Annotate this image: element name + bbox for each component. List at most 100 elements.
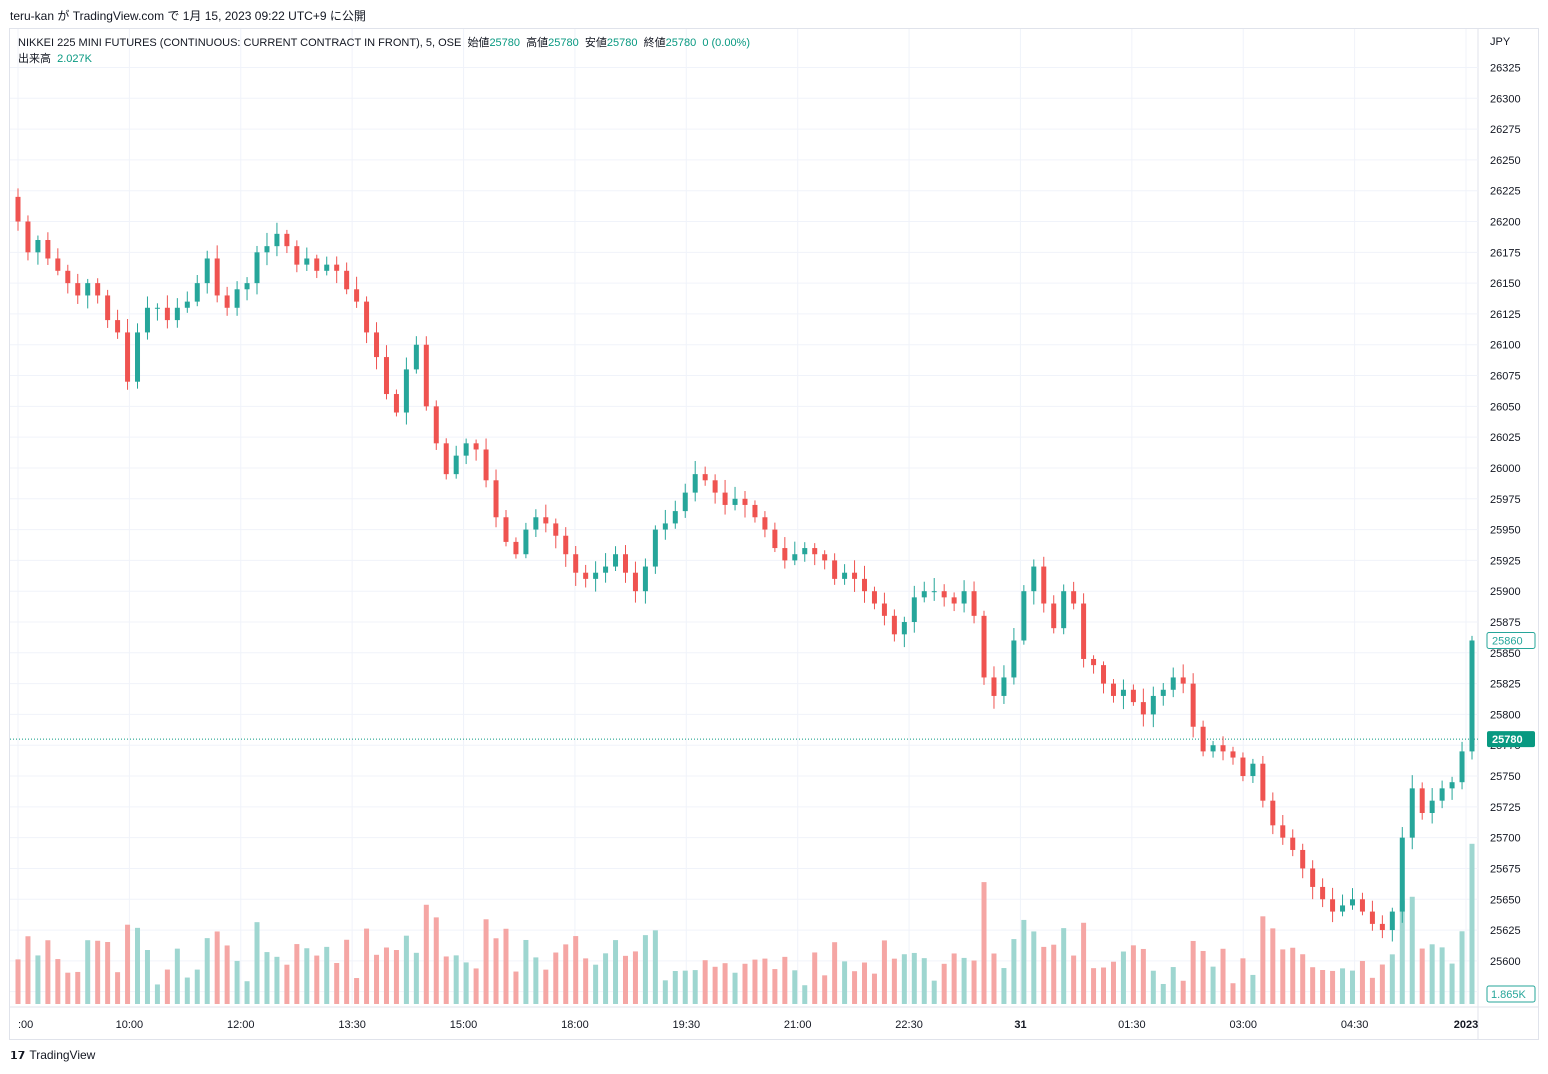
volume-bar [1250,974,1256,1004]
price-tick-label: 26275 [1490,124,1521,136]
volume-bar [65,972,71,1004]
candle-body [881,603,887,616]
candle-body [1310,868,1316,887]
footer-brand[interactable]: 𝟭𝟳 TradingView [10,1048,95,1062]
volume-bar [672,970,678,1004]
volume-bar [583,958,589,1004]
candle-body [1001,677,1007,696]
candle-body [613,554,619,567]
volume-bar [762,958,768,1004]
time-tick-label: 10:00 [116,1019,144,1031]
candle-body [254,252,260,284]
candle-body [593,572,599,579]
volume-bar [732,972,738,1004]
volume-bar [443,956,449,1004]
volume-bar [314,955,320,1004]
volume-bar [1160,983,1166,1004]
time-axis: :00 10:00 12:00 13:30 15:00 18:00 19:30 21:00 22… [18,1019,1478,1031]
high-value: 25780 [548,37,579,49]
candle-body [891,615,897,635]
volume-bar [1081,922,1087,1004]
volume-bar [891,958,897,1004]
candle-body [1011,640,1017,678]
volume-bar [832,942,838,1004]
price-tick-label: 26250 [1490,155,1521,167]
candle-body [792,554,798,561]
publication-header: teru-kan が TradingView.com で 1月 15, 2023… [0,0,1548,28]
candle-body [25,221,31,253]
candle-body [503,517,509,542]
candles [15,188,1475,942]
candle-body [35,240,41,253]
candlestick-chart[interactable]: JPY2557525600256252565025675257002572525… [10,29,1538,1039]
candle-body [862,578,868,592]
candle-body [55,258,61,271]
chart-frame: JPY2557525600256252565025675257002572525… [9,28,1539,1040]
candle-body [1429,800,1435,813]
volume-bar [981,882,987,1004]
candle-body [772,529,778,549]
candle-body [1081,603,1087,659]
volume-bar [144,949,150,1004]
candle-body [45,240,51,259]
close-marker-label: 25860 [1492,635,1523,647]
volume-bar [1200,950,1206,1004]
volume-bar [1061,928,1067,1004]
symbol-title[interactable]: NIKKEI 225 MINI FUTURES (CONTINUOUS: CUR… [18,37,462,49]
candle-body [204,258,210,284]
candle-body [1091,658,1097,666]
candle-body [782,548,788,561]
candle-body [573,554,579,573]
candle-body [364,301,370,333]
volume-bar [184,977,190,1004]
volume-bars [15,843,1475,1004]
volume-bar [772,969,778,1004]
candle-body [453,455,459,475]
volume-bar [921,958,927,1004]
volume-bar [682,970,688,1004]
candle-body [662,523,668,530]
volume-bar [423,904,429,1004]
price-tick-label: 26225 [1490,186,1521,198]
time-tick-label: 01:30 [1118,1019,1146,1031]
volume-bar [842,961,848,1004]
volume-bar [244,981,250,1004]
volume-bar [931,980,937,1004]
volume-bar [1091,968,1097,1004]
volume-bar [463,962,469,1004]
volume-bar [901,954,907,1004]
candle-body [911,597,917,622]
candle-body [583,572,589,579]
tradingview-logo-icon: 𝟭𝟳 [10,1049,26,1062]
candle-body [563,535,569,555]
volume-bar [1310,967,1316,1004]
candle-body [822,554,828,561]
volume-bar [354,978,360,1004]
volume-bar [25,936,31,1004]
volume-bar [1429,944,1435,1004]
volume-bar [234,960,240,1004]
candle-body [712,480,718,493]
time-tick-label: 12:00 [227,1019,255,1031]
volume-bar [284,964,290,1004]
volume-bar [1041,946,1047,1004]
candle-body [75,283,81,296]
price-tick-label: 25725 [1490,802,1521,814]
volume-bar [503,928,509,1004]
price-tick-label: 26175 [1490,247,1521,259]
candle-body [1379,923,1385,931]
candle-body [971,591,977,616]
volume-bar [513,971,519,1004]
candle-body [1230,751,1236,758]
volume-bar [254,922,260,1004]
candle-body [752,504,758,518]
volume-bar [413,952,419,1004]
volume-bar [951,953,957,1004]
published-info: teru-kan が TradingView.com で 1月 15, 2023… [10,9,366,23]
volume-label[interactable]: 出来高 [18,53,51,65]
candle-body [1270,800,1276,826]
candle-body [164,307,170,321]
candle-body [423,344,429,407]
candle-body [483,449,489,481]
time-tick-label: 21:00 [784,1019,812,1031]
